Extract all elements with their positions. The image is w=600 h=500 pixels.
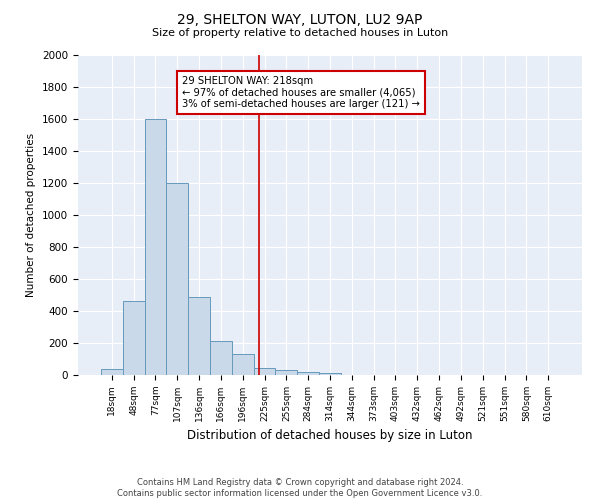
Bar <box>319 372 341 375</box>
Bar <box>254 368 275 375</box>
Bar <box>123 300 145 375</box>
X-axis label: Distribution of detached houses by size in Luton: Distribution of detached houses by size … <box>187 430 473 442</box>
Bar <box>210 342 232 375</box>
Text: 29, SHELTON WAY, LUTON, LU2 9AP: 29, SHELTON WAY, LUTON, LU2 9AP <box>178 12 422 26</box>
Bar <box>275 370 297 375</box>
Text: 29 SHELTON WAY: 218sqm
← 97% of detached houses are smaller (4,065)
3% of semi-d: 29 SHELTON WAY: 218sqm ← 97% of detached… <box>182 76 419 109</box>
Bar <box>101 370 123 375</box>
Y-axis label: Number of detached properties: Number of detached properties <box>26 133 37 297</box>
Bar <box>232 354 254 375</box>
Bar <box>297 372 319 375</box>
Text: Size of property relative to detached houses in Luton: Size of property relative to detached ho… <box>152 28 448 38</box>
Bar <box>166 183 188 375</box>
Bar <box>145 119 166 375</box>
Text: Contains HM Land Registry data © Crown copyright and database right 2024.
Contai: Contains HM Land Registry data © Crown c… <box>118 478 482 498</box>
Bar <box>188 296 210 375</box>
